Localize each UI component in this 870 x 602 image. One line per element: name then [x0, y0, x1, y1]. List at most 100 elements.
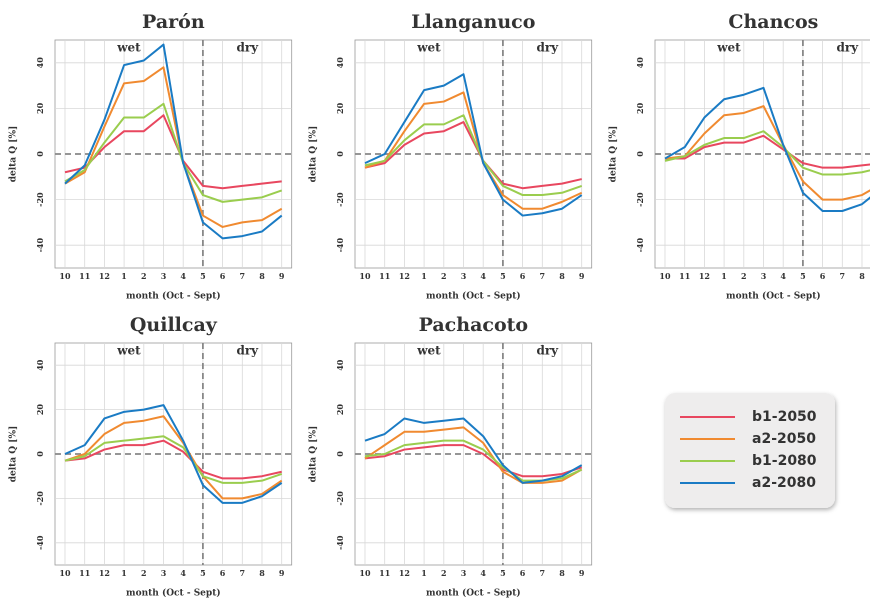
x-tick-label: 6 — [520, 271, 526, 281]
y-tick-label: -40 — [635, 238, 645, 253]
series-line — [64, 435, 283, 484]
y-tick-label: -20 — [635, 192, 645, 207]
x-tick-label: 1 — [721, 271, 727, 281]
x-tick-label: 5 — [500, 271, 506, 281]
x-tick-label: 1 — [421, 271, 427, 281]
annotation: dry — [236, 344, 259, 358]
x-tick-label: 8 — [259, 568, 265, 578]
x-tick-label: 11 — [379, 271, 390, 281]
y-tick-label: 40 — [335, 57, 345, 69]
x-tick-label: 2 — [741, 271, 747, 281]
x-axis-title: month (Oct - Sept) — [726, 291, 821, 302]
y-tick-label: 40 — [635, 57, 645, 69]
series-line — [64, 102, 283, 203]
series-line — [364, 444, 583, 478]
x-tick-label: 9 — [579, 271, 585, 281]
x-tick-label: 3 — [161, 271, 167, 281]
x-tick-label: 5 — [500, 568, 506, 578]
x-tick-label: 6 — [520, 568, 526, 578]
y-tick-label: 20 — [35, 102, 45, 114]
series-line — [64, 43, 283, 240]
series-line — [364, 426, 583, 484]
y-tick-label: -20 — [35, 491, 45, 506]
y-axis-title: delta Q [%] — [9, 426, 19, 483]
x-tick-label: 9 — [279, 568, 285, 578]
series-line — [64, 114, 282, 190]
annotation: wet — [416, 344, 441, 358]
annotation: wet — [116, 344, 141, 358]
x-tick-label: 8 — [859, 271, 865, 281]
x-tick-label: 8 — [559, 271, 565, 281]
x-tick-label: 7 — [240, 271, 246, 281]
y-tick-label: 0 — [335, 451, 345, 457]
x-tick-label: 1 — [421, 568, 427, 578]
x-tick-label: 9 — [279, 271, 285, 281]
x-tick-label: 11 — [79, 568, 90, 578]
series-line — [665, 134, 870, 169]
x-tick-label: 2 — [441, 271, 447, 281]
legend-label: b1-2080 — [752, 453, 817, 469]
x-tick-label: 10 — [59, 568, 71, 578]
y-tick-label: 40 — [35, 359, 45, 371]
annotation: dry — [836, 41, 859, 55]
annotation: wet — [716, 41, 741, 55]
y-tick-label: 0 — [35, 451, 45, 457]
x-tick-label: 3 — [161, 568, 167, 578]
x-tick-label: 3 — [461, 568, 467, 578]
legend-label: a2-2050 — [752, 431, 816, 447]
x-tick-label: 12 — [699, 271, 710, 281]
x-tick-label: 9 — [579, 568, 585, 578]
y-tick-label: -20 — [335, 192, 345, 207]
series-line — [64, 439, 282, 480]
x-tick-label: 7 — [540, 568, 546, 578]
x-tick-label: 2 — [141, 568, 147, 578]
x-tick-label: 1 — [121, 271, 127, 281]
x-tick-label: 4 — [480, 568, 486, 578]
x-tick-label: 5 — [800, 271, 806, 281]
x-tick-label: 10 — [59, 271, 71, 281]
series-line — [664, 86, 870, 212]
x-tick-label: 4 — [180, 271, 186, 281]
y-tick-label: 20 — [335, 102, 345, 114]
x-axis-title: month (Oct - Sept) — [126, 588, 221, 599]
x-tick-label: 6 — [220, 271, 226, 281]
chart-title: Pachacoto — [419, 314, 528, 336]
x-tick-label: 7 — [240, 568, 246, 578]
x-tick-label: 11 — [379, 568, 390, 578]
y-axis-title: delta Q [%] — [309, 426, 319, 483]
series-line — [64, 404, 283, 504]
annotation: wet — [116, 41, 141, 55]
x-tick-label: 4 — [180, 568, 186, 578]
x-tick-label: 10 — [359, 271, 371, 281]
x-tick-label: 7 — [540, 271, 546, 281]
y-tick-label: 40 — [35, 57, 45, 69]
y-tick-label: 40 — [335, 359, 345, 371]
x-tick-label: 1 — [121, 568, 127, 578]
y-tick-label: -40 — [35, 535, 45, 550]
chart-title: Llanganuco — [411, 11, 535, 33]
x-tick-label: 2 — [441, 568, 447, 578]
x-axis-title: month (Oct - Sept) — [426, 291, 521, 302]
x-axis-title: month (Oct - Sept) — [126, 291, 221, 302]
series-line — [664, 105, 870, 201]
x-tick-label: 3 — [461, 271, 467, 281]
x-tick-label: 12 — [399, 568, 410, 578]
chart-title: Chancos — [728, 11, 818, 33]
x-tick-label: 12 — [399, 271, 410, 281]
series-line — [364, 417, 583, 484]
x-tick-label: 11 — [679, 271, 690, 281]
annotation: dry — [536, 41, 559, 55]
series-line — [364, 91, 583, 210]
y-tick-label: -40 — [335, 535, 345, 550]
x-tick-label: 4 — [480, 271, 486, 281]
series-line — [364, 121, 582, 190]
legend-label: b1-2050 — [752, 409, 817, 425]
x-tick-label: 11 — [79, 271, 90, 281]
series-line — [664, 130, 870, 176]
y-axis-title: delta Q [%] — [609, 126, 619, 183]
chart-title: Quillcay — [130, 314, 218, 336]
y-tick-label: -40 — [35, 238, 45, 253]
series-line — [64, 415, 283, 500]
x-tick-label: 12 — [99, 271, 110, 281]
y-tick-label: 0 — [35, 151, 45, 157]
